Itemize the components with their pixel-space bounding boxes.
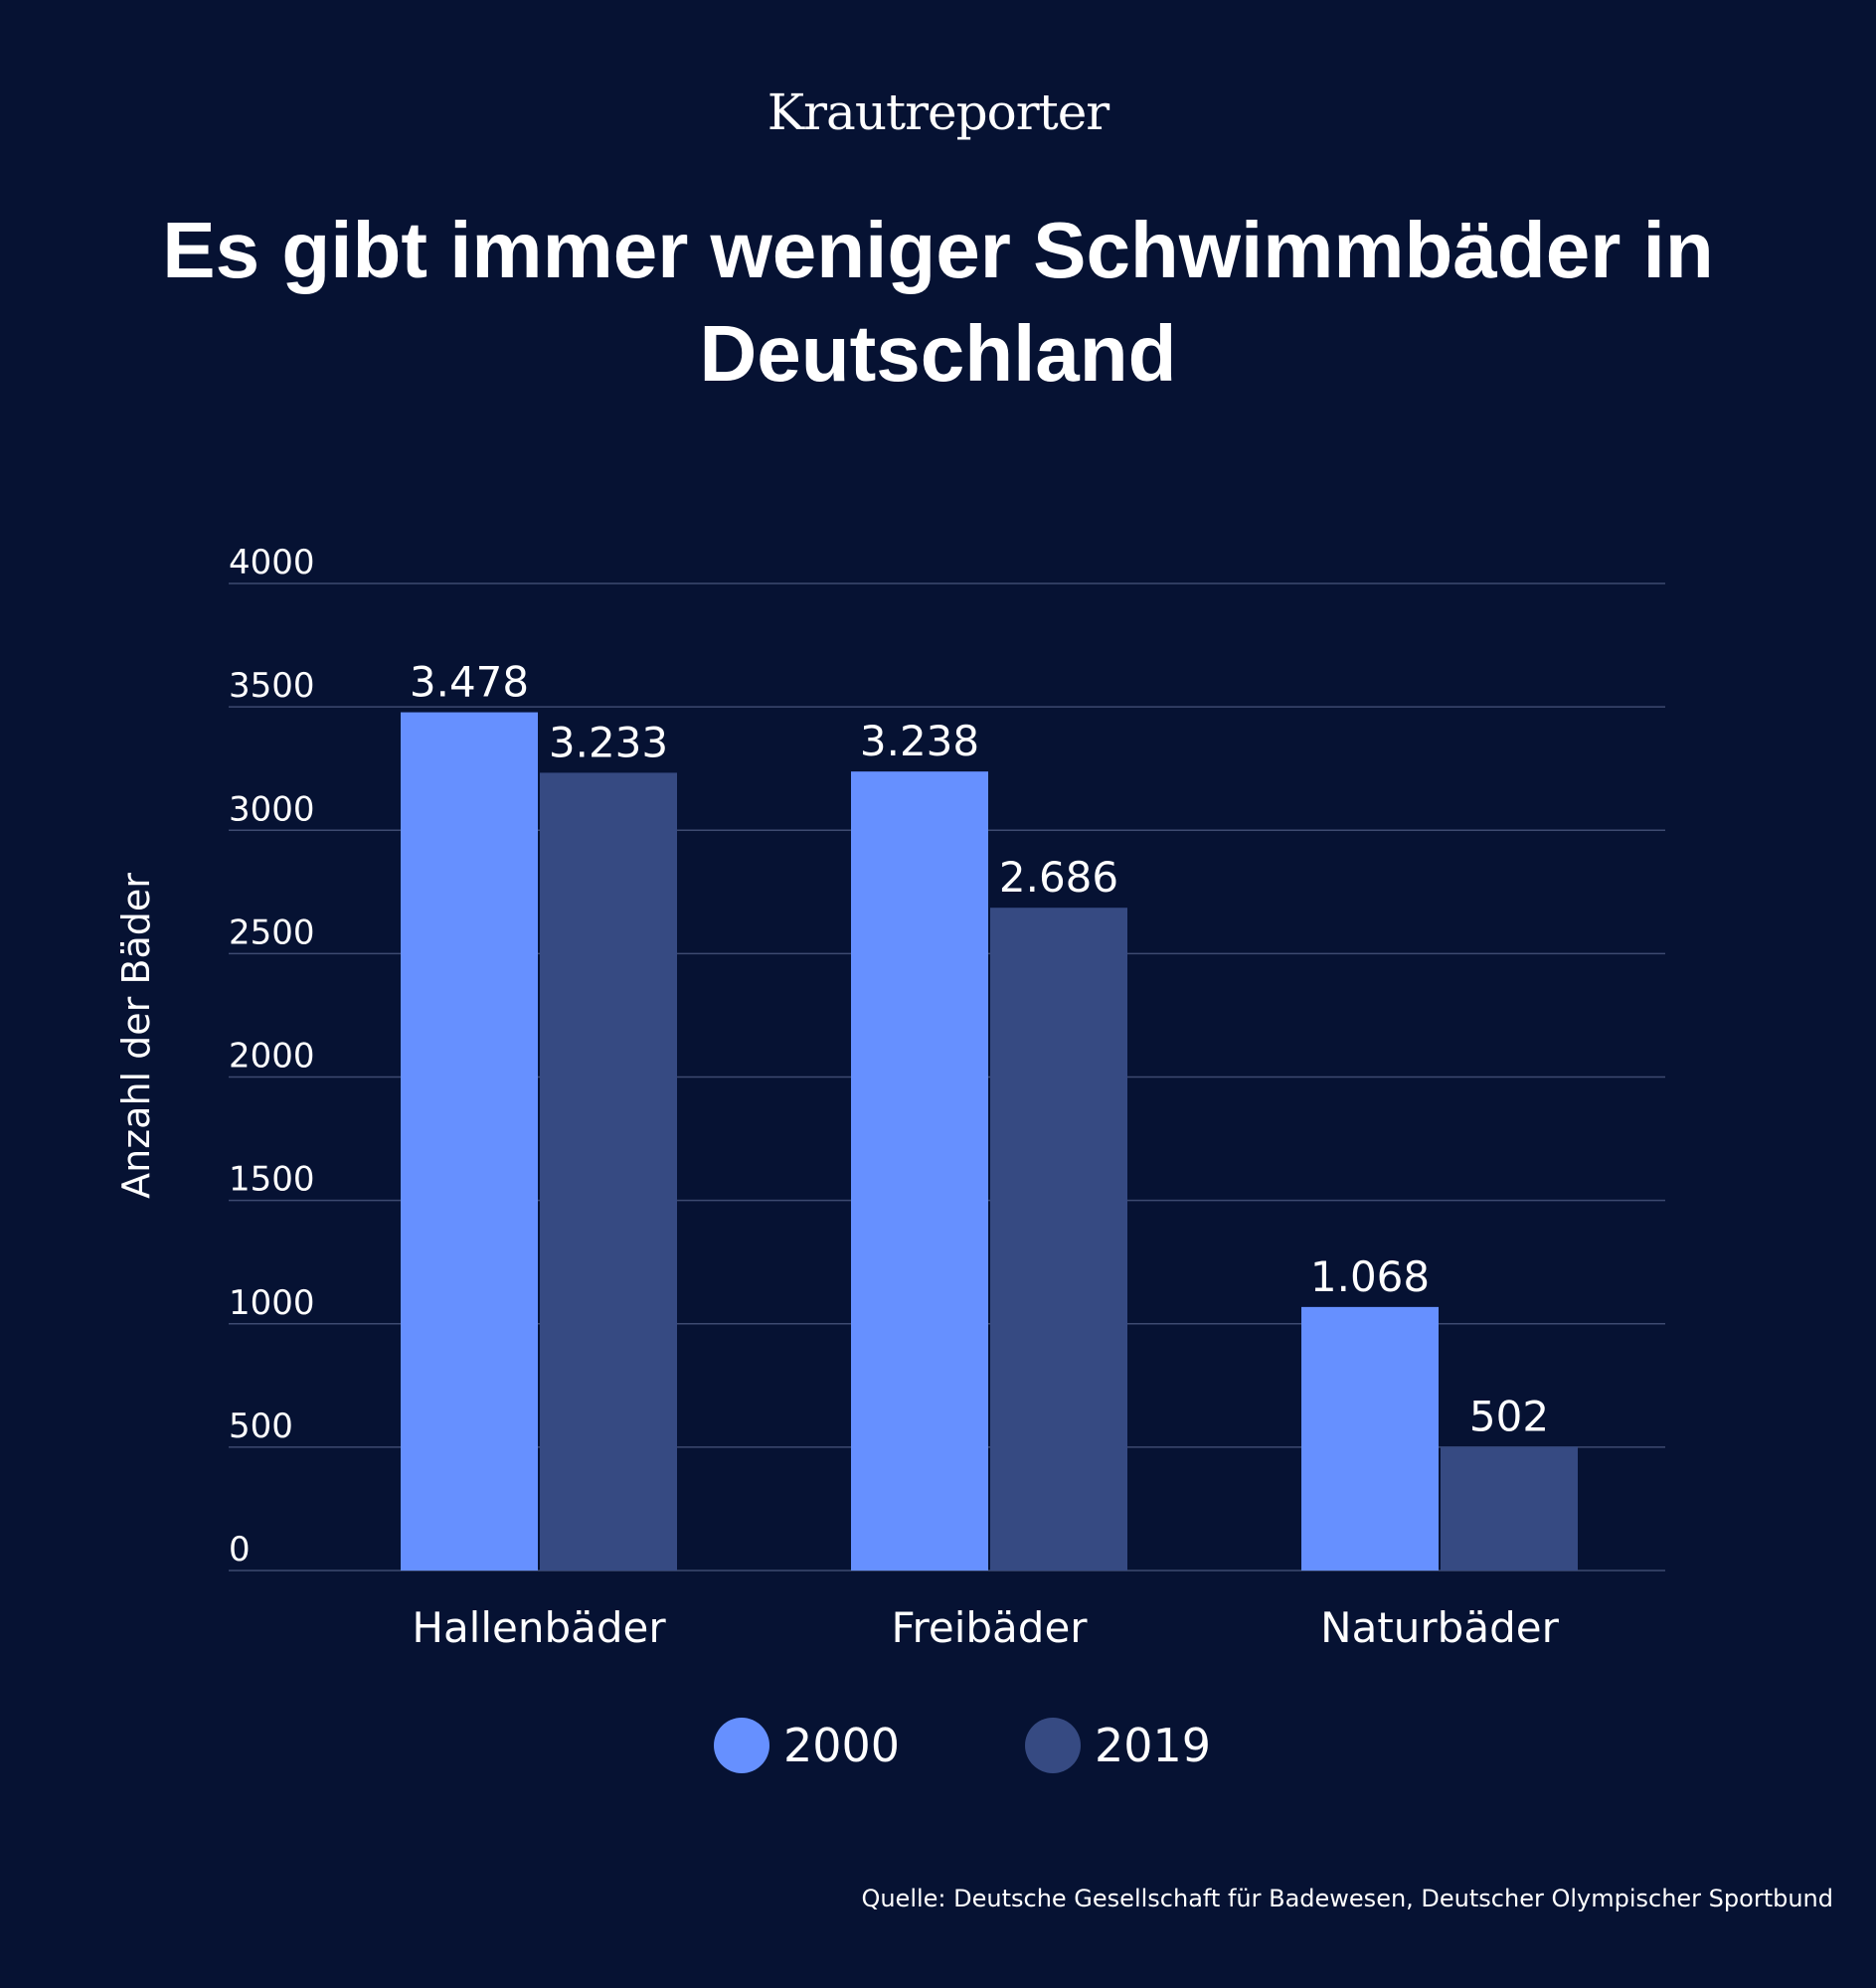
- x-tick-label: Freibäder: [891, 1603, 1088, 1652]
- y-tick-label: 3000: [229, 789, 315, 829]
- data-label-2000-0: 3.478: [410, 658, 529, 707]
- y-tick-label: 1000: [229, 1283, 315, 1323]
- y-tick-label: 500: [229, 1407, 293, 1446]
- x-tick-label: Naturbäder: [1320, 1603, 1559, 1652]
- y-tick-label: 3500: [229, 666, 315, 706]
- data-label-2019-2: 502: [1469, 1392, 1549, 1440]
- legend-item-2000: 2000: [714, 1718, 900, 1773]
- y-axis-ticks: 0 500 1000 1500 2000 2500 3000 3500 4000: [229, 543, 315, 1570]
- legend-label-2000: 2000: [783, 1719, 901, 1772]
- legend-swatch-2000: [714, 1718, 769, 1773]
- y-tick-label: 2500: [229, 912, 315, 952]
- data-label-2000-1: 3.238: [860, 717, 979, 765]
- y-axis-label: Anzahl der Bäder: [114, 873, 158, 1199]
- brand-logo: Krautreporter: [767, 83, 1109, 141]
- legend-label-2019: 2019: [1095, 1719, 1212, 1772]
- source-note: Quelle: Deutsche Gesellschaft für Badewe…: [861, 1885, 1833, 1912]
- legend: 2000 2019: [0, 1718, 1876, 1787]
- y-tick-label: 1500: [229, 1160, 315, 1200]
- legend-swatch-2019: [1025, 1718, 1081, 1773]
- bar-2000-2: [1301, 1306, 1439, 1571]
- chart-title: Es gibt immer weniger Schwimmbäder in De…: [162, 206, 1714, 398]
- bars: [401, 712, 1578, 1571]
- y-tick-label: 2000: [229, 1037, 315, 1077]
- bar-2019-1: [990, 908, 1127, 1571]
- data-labels: 3.478 3.233 3.238 2.686 1.068 502: [410, 658, 1549, 1441]
- data-label-2019-0: 3.233: [549, 718, 668, 766]
- data-label-2000-2: 1.068: [1310, 1252, 1430, 1301]
- x-tick-label: Hallenbäder: [412, 1603, 666, 1652]
- legend-item-2019: 2019: [1025, 1718, 1211, 1773]
- y-tick-label: 0: [229, 1530, 251, 1570]
- bar-2000-1: [851, 771, 988, 1571]
- x-axis-ticks: Hallenbäder Freibäder Naturbäder: [412, 1603, 1559, 1652]
- bar-2000-0: [401, 712, 538, 1571]
- bar-2019-2: [1441, 1446, 1578, 1571]
- y-tick-label: 4000: [229, 543, 315, 582]
- data-label-2019-1: 2.686: [999, 853, 1118, 902]
- bar-2019-0: [540, 772, 677, 1571]
